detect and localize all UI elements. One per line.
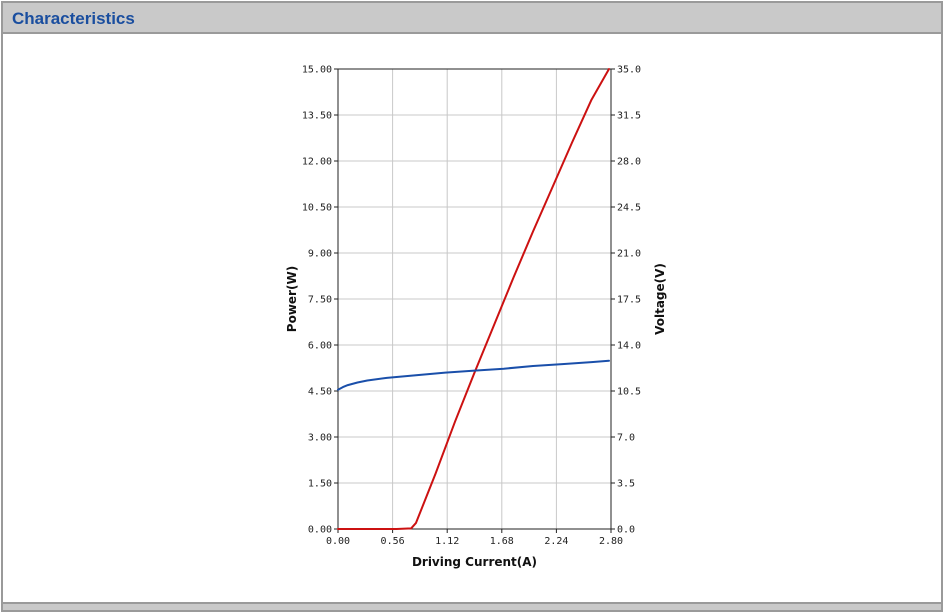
panel-title: Characteristics: [12, 9, 135, 28]
y2-tick-label: 10.5: [617, 387, 641, 398]
y-tick-label: 15.00: [302, 65, 332, 76]
power-curve: [337, 68, 610, 530]
chart-series: [337, 68, 610, 530]
y2-tick-label: 0.0: [617, 525, 635, 536]
chart-grid: [337, 68, 612, 530]
y-tick-label: 7.50: [308, 295, 332, 306]
y2-tick-label: 21.0: [617, 249, 641, 260]
y2-tick-label: 7.0: [617, 433, 635, 444]
panel-header: Characteristics: [3, 3, 941, 34]
y2-tick-label: 14.0: [617, 341, 641, 352]
y2-tick-label: 3.5: [617, 479, 635, 490]
y-tick-label: 12.00: [302, 157, 332, 168]
y2-axis-label: Voltage(V): [653, 263, 667, 335]
y-tick-label: 4.50: [308, 387, 332, 398]
y-tick-label: 6.00: [308, 341, 332, 352]
y2-tick-label: 24.5: [617, 203, 641, 214]
x-axis-ticks: 0.00 0.56 1.12 1.68 2.24 2.80: [326, 529, 623, 547]
x-tick-label: 2.24: [544, 536, 568, 547]
y-tick-label: 1.50: [308, 479, 332, 490]
y2-tick-label: 17.5: [617, 295, 641, 306]
x-axis-label: Driving Current(A): [412, 555, 537, 569]
y2-tick-label: 31.5: [617, 111, 641, 122]
y-tick-label: 3.00: [308, 433, 332, 444]
y2-tick-label: 28.0: [617, 157, 641, 168]
y-tick-label: 10.50: [302, 203, 332, 214]
x-tick-label: 0.56: [381, 536, 405, 547]
y2-tick-label: 35.0: [617, 65, 641, 76]
y-tick-label: 9.00: [308, 249, 332, 260]
y-axis-label: Power(W): [285, 266, 299, 332]
x-tick-label: 1.68: [490, 536, 514, 547]
x-tick-label: 0.00: [326, 536, 350, 547]
panel-footer: [3, 602, 941, 610]
x-tick-label: 2.80: [599, 536, 623, 547]
y2-axis-ticks: 0.0 3.5 7.0 10.5 14.0 17.5 21.0 24.5 28.0 31.5 35.…: [611, 65, 641, 536]
x-tick-label: 1.12: [435, 536, 459, 547]
y-tick-label: 0.00: [308, 525, 332, 536]
voltage-curve: [337, 359, 610, 391]
y-axis-ticks: 0.00 1.50 3.00 4.50 6.00 7.50 9.00 10.50 12.00 13…: [302, 65, 338, 536]
y-tick-label: 13.50: [302, 111, 332, 122]
